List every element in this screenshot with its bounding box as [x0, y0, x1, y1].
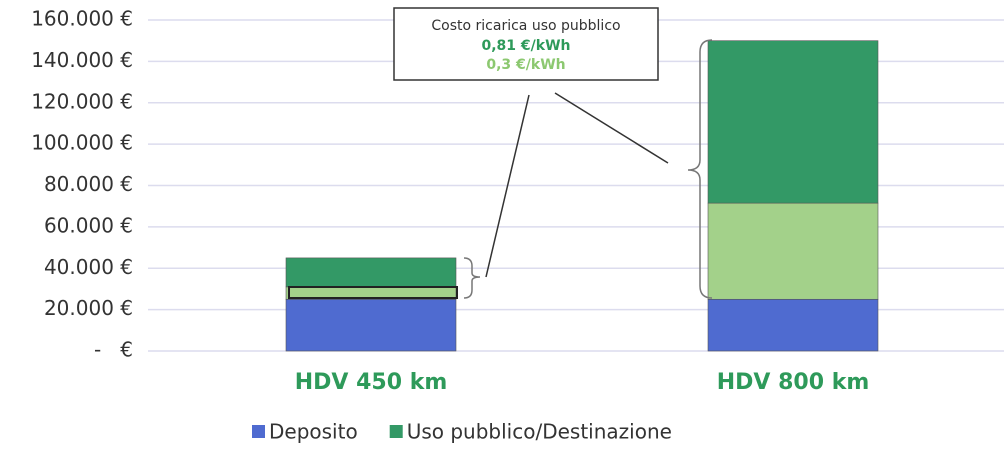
y-tick-label: 120.000 €	[31, 89, 133, 113]
annotation-line: 0,3 €/kWh	[486, 57, 565, 73]
connector	[554, 92, 669, 164]
legend: Deposito Uso pubblico/Destinazione	[252, 420, 672, 444]
y-tick-label: 140.000 €	[31, 48, 133, 72]
connector	[485, 94, 530, 278]
y-tick-label: 80.000 €	[44, 172, 133, 196]
annotation-line: 0,81 €/kWh	[482, 38, 571, 54]
legend-label: Deposito	[269, 420, 358, 444]
y-tick-label: 160.000 €	[31, 7, 133, 31]
annotation-box	[393, 7, 659, 81]
y-tick-label: 40.000 €	[44, 255, 133, 279]
bracket-large	[687, 39, 713, 299]
highlight-outline	[288, 286, 458, 299]
y-tick-label: 100.000 €	[31, 131, 133, 155]
x-tick-label: HDV 800 km	[717, 370, 870, 395]
y-tick-label: - €	[94, 338, 133, 362]
y-tick-label: 20.000 €	[44, 296, 133, 320]
bar-segment	[707, 40, 879, 204]
bracket-small	[463, 257, 481, 299]
bar-segment	[707, 298, 879, 352]
legend-swatch	[252, 425, 265, 438]
bars: HDV 450 km HDV 800 km	[285, 40, 879, 395]
x-tick-label: HDV 450 km	[295, 370, 448, 395]
bar-segment	[285, 257, 457, 288]
bar-segment	[285, 298, 457, 352]
y-tick-label: 60.000 €	[44, 213, 133, 237]
legend-label: Uso pubblico/Destinazione	[407, 420, 672, 444]
bar-segment	[707, 202, 879, 300]
annotation-title: Costo ricarica uso pubblico	[431, 18, 620, 34]
legend-swatch	[389, 425, 403, 438]
